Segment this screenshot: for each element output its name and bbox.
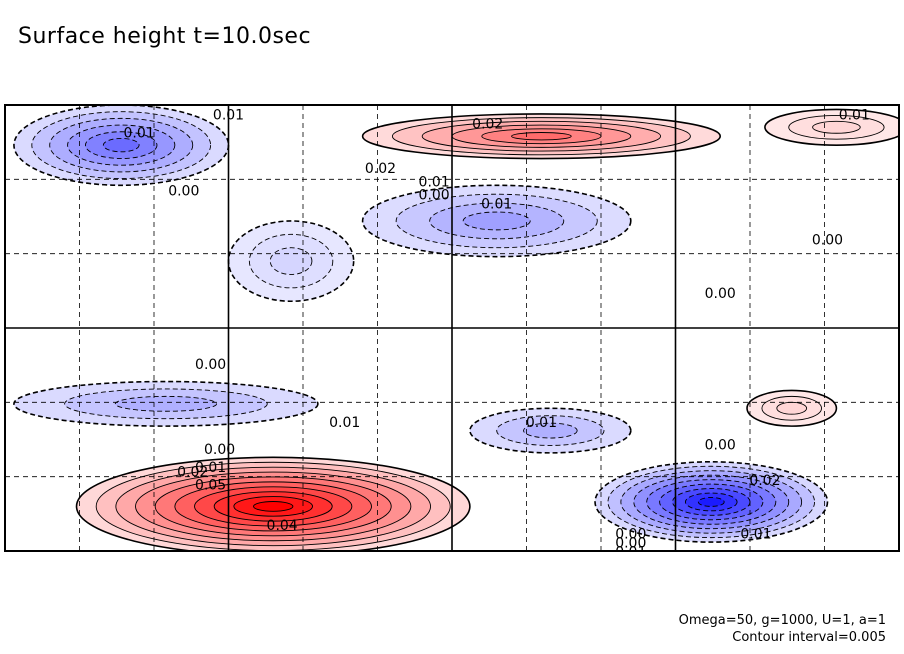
- plot-frame: [4, 104, 900, 552]
- contour-line-7-7: [213, 491, 333, 522]
- contour-line-0-5: [102, 137, 140, 153]
- contour-label: 0.00: [195, 357, 226, 373]
- contour-label: 0.00: [812, 232, 843, 248]
- contour-line-1-1: [395, 193, 598, 249]
- contour-label: 0.00: [168, 183, 199, 199]
- contour-label: 0.05: [195, 478, 226, 494]
- contour-line-4-0: [764, 108, 899, 146]
- contour-line-7-4: [154, 476, 392, 537]
- contour-line-4-1: [788, 114, 885, 140]
- contour-line-7-6: [194, 486, 353, 527]
- contour-line-1-3: [462, 211, 531, 231]
- contour-line-3-2: [421, 120, 662, 152]
- field-band-8-8: [698, 497, 725, 507]
- contour-label: 0.01: [481, 197, 512, 213]
- contour-line-7-0: [75, 456, 471, 551]
- contour-line-1-2: [429, 202, 565, 240]
- field-band-7-9: [253, 501, 293, 512]
- contour-line-8-1: [607, 465, 816, 539]
- contour-line-3-1: [391, 117, 691, 156]
- contour-line-0-1: [31, 111, 212, 180]
- contour-line-0-2: [49, 117, 194, 173]
- contour-line-8-0: [594, 460, 829, 543]
- contour-line-7-2: [115, 466, 431, 547]
- contour-line-7-8: [233, 496, 313, 517]
- contour-line-0-3: [67, 124, 176, 166]
- contour-line-3-0: [361, 113, 722, 160]
- field-band-9-2: [776, 402, 807, 415]
- parameter-annotation: Omega=50, g=1000, U=1, a=1: [678, 613, 886, 628]
- contour-line-7-5: [174, 481, 372, 532]
- contour-line-5-2: [114, 395, 218, 412]
- contour-label: 0.01: [419, 174, 450, 190]
- contour-label: 0.00: [705, 438, 736, 454]
- contour-line-8-5: [659, 483, 764, 521]
- contour-label: 0.00: [705, 286, 736, 302]
- contour-label: 0.01: [839, 107, 870, 123]
- contour-label: 0.01: [213, 107, 244, 123]
- contour-label: 0.01: [740, 527, 771, 543]
- contour-label: 0.01: [615, 545, 646, 561]
- contour-line-5-0: [13, 380, 319, 427]
- contour-interval-annotation: Contour interval=0.005: [732, 630, 886, 645]
- contour-line-7-9: [253, 501, 294, 512]
- contour-line-2-2: [269, 247, 313, 275]
- contour-line-5-1: [64, 388, 268, 420]
- contour-line-4-2: [812, 120, 861, 134]
- field-band-0-5: [103, 138, 140, 152]
- contour-line-9-0: [746, 389, 838, 427]
- contour-line-3-5: [511, 132, 572, 141]
- contour-line-8-8: [697, 497, 725, 507]
- contour-label: 0.04: [267, 518, 298, 534]
- contour-label: 0.01: [526, 415, 557, 431]
- contour-label: 0.01: [195, 460, 226, 476]
- contour-label: 0.02: [472, 116, 503, 132]
- contour-line-6-2: [523, 422, 578, 439]
- contour-label: 0.02: [749, 473, 780, 489]
- contour-line-8-3: [633, 474, 790, 530]
- contour-line-6-0: [469, 407, 632, 454]
- contour-label: 0.00: [615, 527, 646, 543]
- contour-label: 0.00: [204, 442, 235, 458]
- contour-line-7-3: [135, 471, 412, 542]
- field-band-5-2: [115, 396, 217, 412]
- contour-line-6-1: [496, 415, 605, 446]
- contour-line-8-4: [646, 479, 777, 525]
- contour-label: 0.00: [419, 188, 450, 204]
- contour-line-9-1: [761, 395, 822, 421]
- chart-title: Surface height t=10.0sec: [18, 24, 312, 49]
- contour-label: 0.02: [177, 464, 208, 480]
- contour-line-0-4: [85, 131, 158, 159]
- contour-line-1-0: [361, 184, 632, 258]
- contour-label: 0.01: [329, 415, 360, 431]
- contour-line-8-7: [684, 492, 738, 512]
- field-band-1-3: [463, 212, 531, 230]
- contour-line-2-1: [248, 233, 334, 289]
- contour-label: 0.01: [124, 125, 155, 141]
- field-band-6-2: [523, 423, 578, 439]
- contour-label: 0.02: [365, 161, 396, 177]
- contour-label: 0.00: [615, 536, 646, 552]
- field-band-2-2: [270, 247, 312, 275]
- contour-line-8-2: [620, 470, 803, 534]
